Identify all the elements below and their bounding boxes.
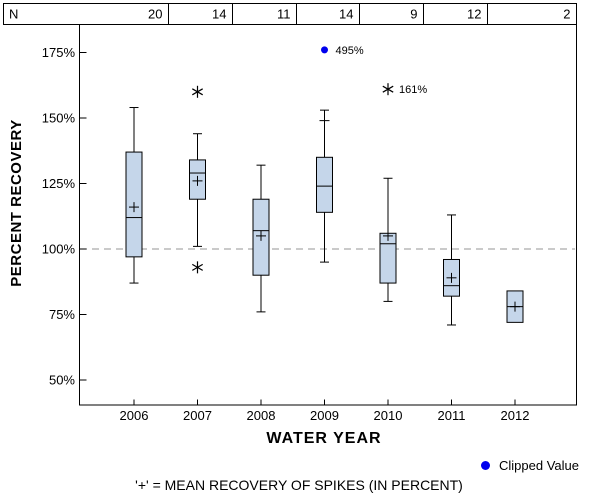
n-count-2011: 12 (467, 7, 481, 22)
boxplot-2007 (189, 85, 206, 274)
n-table: N 20 14 11 14 9 12 2 (3, 3, 577, 25)
outlier-asterisk (192, 261, 203, 274)
mean-marker (192, 175, 203, 186)
x-tick-label: 2009 (310, 408, 339, 423)
x-tick-label: 2011 (438, 408, 466, 423)
outlier-label: 495% (336, 45, 364, 57)
boxplot-2011 (443, 214, 460, 326)
x-tick-label: 2006 (120, 408, 149, 423)
n-count-2008: 11 (277, 7, 291, 22)
y-axis-title: PERCENT RECOVERY (8, 119, 25, 286)
boxplot-2006 (125, 107, 143, 284)
y-tick-label: 75% (49, 307, 75, 322)
boxplot-2009: 495% (316, 45, 364, 263)
y-tick-label: 175% (42, 45, 76, 60)
n-count-2006: 20 (148, 7, 162, 22)
n-table-frame (3, 3, 577, 25)
outlier-label: 161% (399, 84, 427, 96)
outlier-asterisk (382, 83, 394, 96)
x-axis-title: WATER YEAR (266, 430, 381, 447)
y-tick-label: 125% (42, 176, 76, 191)
legend-clipped-label: Clipped Value (499, 458, 579, 473)
mean-marker (319, 115, 330, 126)
clipped-value-dot (321, 46, 328, 54)
y-tick-label: 150% (42, 111, 76, 126)
boxplot-2008 (252, 164, 270, 313)
n-count-2010: 9 (410, 7, 417, 22)
boxplot-2010: 161% (379, 83, 427, 302)
mean-marker (446, 272, 457, 283)
mean-marker (383, 230, 393, 241)
box-body (316, 156, 333, 213)
x-tick-label: 2007 (183, 408, 212, 423)
boxplot-2012 (506, 290, 524, 323)
x-tick-label: 2012 (501, 408, 530, 423)
n-count-2009: 14 (339, 7, 353, 22)
clipped-value-legend: Clipped Value (481, 458, 579, 473)
n-count-2012: 2 (563, 7, 570, 22)
x-tick-label: 2008 (247, 408, 276, 423)
y-tick-label: 100% (42, 242, 76, 257)
x-tick-label: 2010 (374, 408, 403, 423)
legend-clipped-dot (481, 461, 490, 470)
outlier-asterisk (192, 85, 203, 98)
mean-note: '+' = MEAN RECOVERY OF SPIKES (IN PERCEN… (135, 477, 463, 493)
mean-marker (129, 202, 139, 213)
mean-marker (256, 230, 266, 241)
n-table-header: N (9, 7, 18, 22)
plot-frame (79, 24, 577, 406)
mean-marker (510, 301, 520, 312)
y-tick-label: 50% (49, 373, 75, 388)
n-count-2007: 14 (212, 7, 226, 22)
